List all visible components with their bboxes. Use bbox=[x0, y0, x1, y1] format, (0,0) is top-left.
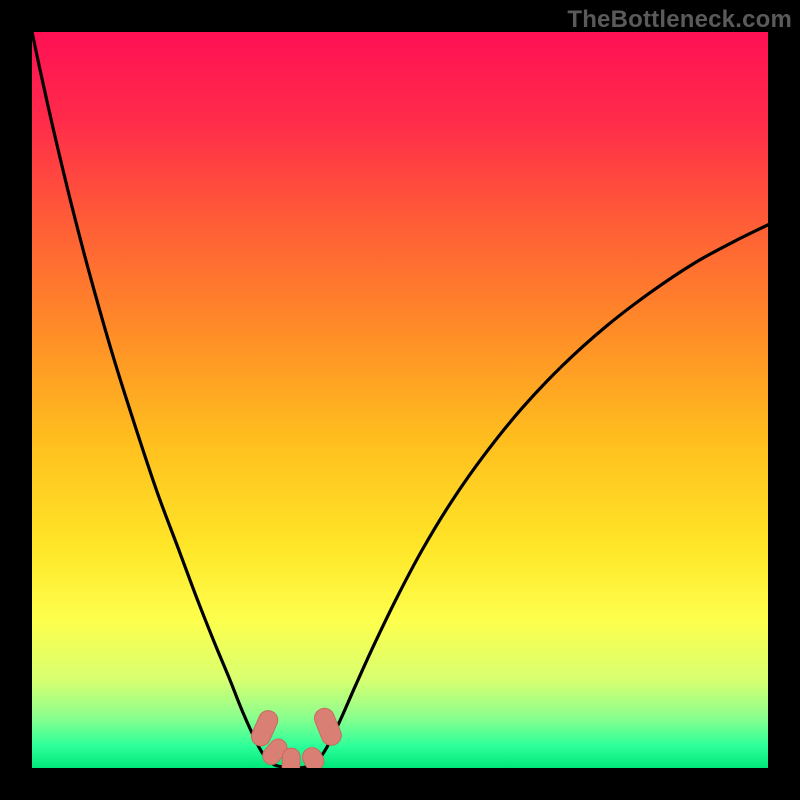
gradient-background bbox=[32, 32, 768, 768]
chart-canvas bbox=[0, 0, 800, 800]
watermark-text: TheBottleneck.com bbox=[567, 6, 792, 34]
